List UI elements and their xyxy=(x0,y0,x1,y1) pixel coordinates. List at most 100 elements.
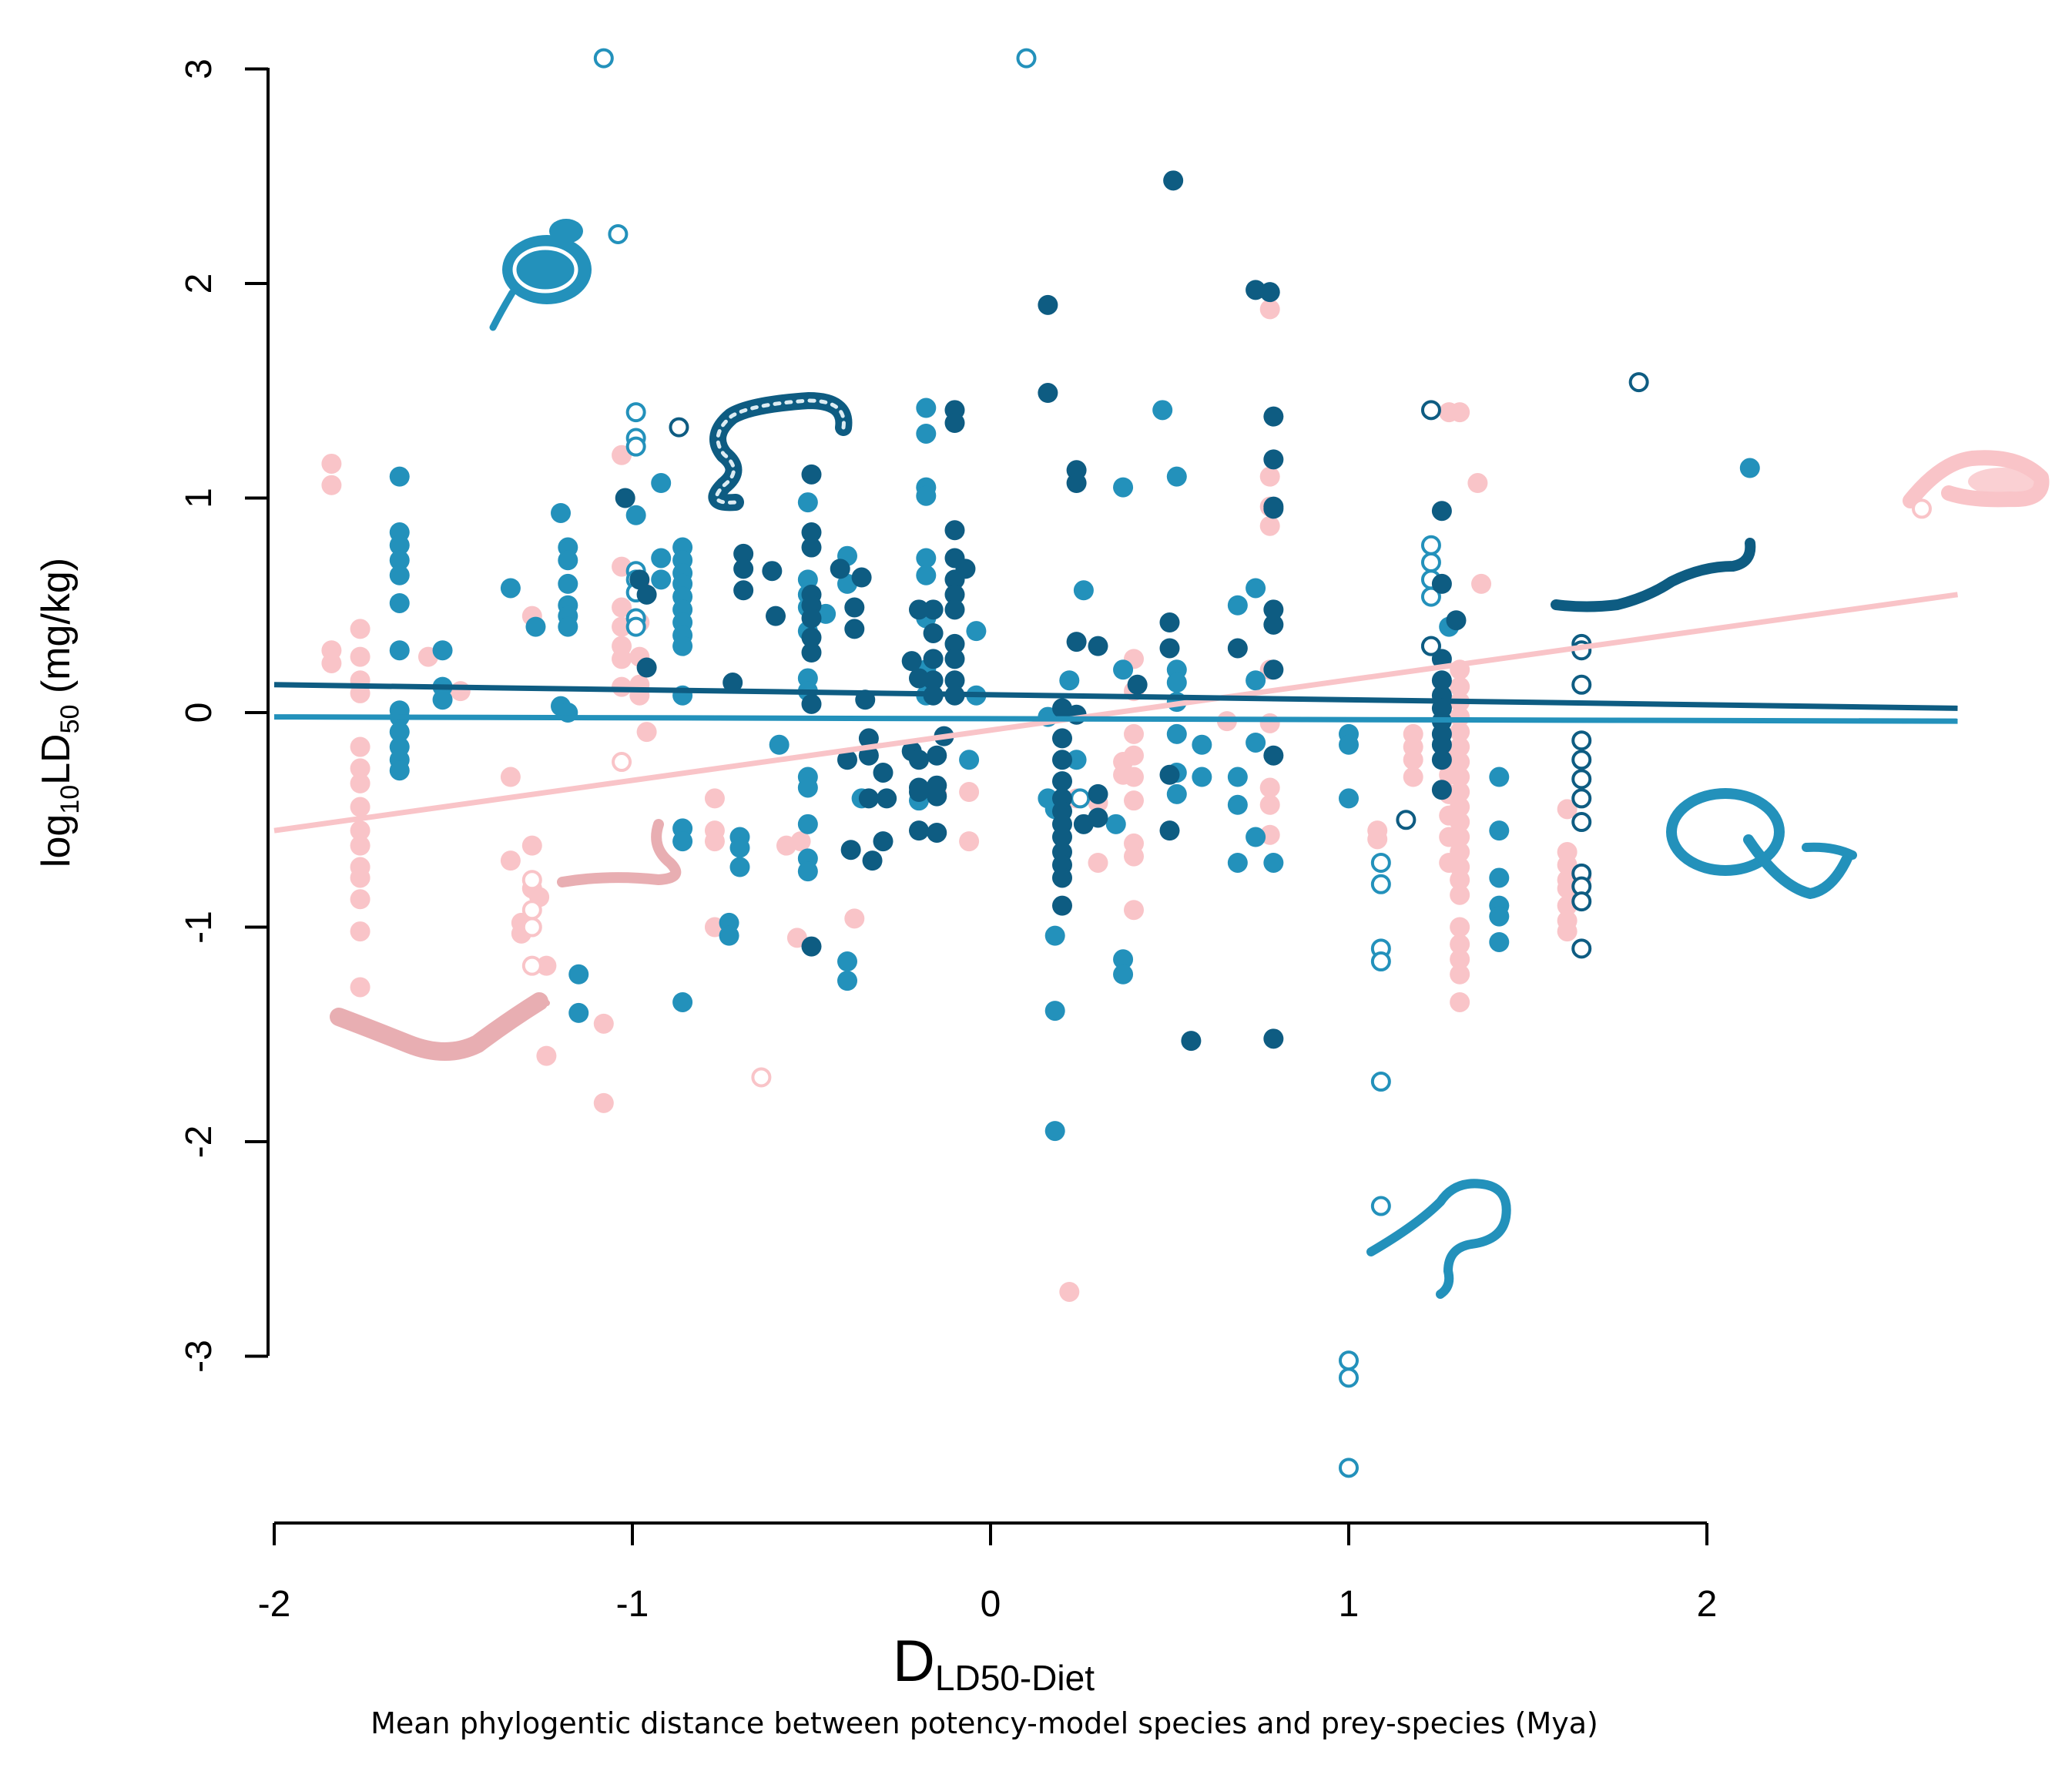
point-mid_blue xyxy=(916,423,937,444)
point-pink xyxy=(612,649,632,669)
hollow-point-pink xyxy=(521,870,542,891)
hollow-point-mid_blue xyxy=(608,223,629,244)
point-dark_blue xyxy=(1431,670,1452,691)
point-dark_blue xyxy=(862,850,883,871)
point-pink xyxy=(1259,794,1280,815)
point-dark_blue xyxy=(1431,734,1452,755)
point-pink xyxy=(1450,827,1470,847)
point-pink xyxy=(1124,846,1144,867)
point-pink xyxy=(1450,991,1470,1012)
point-pink xyxy=(1450,870,1470,891)
point-pink xyxy=(321,475,342,495)
y-ticks: -3 -2 -1 0 1 2 3 xyxy=(179,59,268,1373)
point-dark_blue xyxy=(1263,449,1284,470)
point-pink xyxy=(704,788,725,809)
point-dark_blue xyxy=(1066,632,1087,652)
point-dark_blue xyxy=(1052,827,1072,847)
hollow-point-mid_blue xyxy=(1370,1196,1391,1216)
hollow-point-dark_blue xyxy=(1396,810,1417,830)
pink-small-snake-icon xyxy=(557,819,682,887)
hollow-point-mid_blue xyxy=(1070,788,1091,809)
point-dark_blue xyxy=(927,786,947,807)
point-mid_blue xyxy=(1489,906,1510,927)
point-mid_blue xyxy=(1044,1121,1065,1142)
point-mid_blue xyxy=(1246,670,1266,691)
point-dark_blue xyxy=(1431,750,1452,770)
snake-silhouettes xyxy=(330,219,2050,1299)
point-dark_blue xyxy=(837,750,857,770)
point-pink xyxy=(593,1013,614,1034)
point-dark_blue xyxy=(1052,895,1072,916)
s-shaped-snake-icon xyxy=(708,392,853,512)
point-pink xyxy=(1124,745,1144,766)
point-mid_blue xyxy=(1113,477,1134,498)
y-axis-title-tail: (mg/kg) xyxy=(34,558,79,705)
point-mid_blue xyxy=(1489,867,1510,888)
point-pink xyxy=(1450,767,1470,787)
hollow-point-pink xyxy=(612,752,632,773)
point-pink xyxy=(1450,884,1470,905)
y-tick-label: -1 xyxy=(179,911,220,944)
point-dark_blue xyxy=(1159,820,1180,841)
hollow-point-mid_blue xyxy=(593,48,614,69)
y-tick-label: -2 xyxy=(179,1126,220,1159)
point-dark_blue xyxy=(801,693,822,714)
point-dark_blue xyxy=(927,745,947,766)
point-pink xyxy=(350,758,370,779)
data-points xyxy=(321,48,1932,1478)
point-pink xyxy=(350,889,370,910)
point-dark_blue xyxy=(733,559,754,579)
point-mid_blue xyxy=(966,621,987,642)
point-mid_blue xyxy=(1166,466,1187,487)
point-mid_blue xyxy=(1489,820,1510,841)
point-dark_blue xyxy=(877,788,897,809)
point-pink xyxy=(500,767,521,787)
regression-line-mid_blue xyxy=(273,714,1958,724)
point-dark_blue xyxy=(1038,294,1058,315)
point-mid_blue xyxy=(1739,458,1760,478)
point-dark_blue xyxy=(733,543,754,564)
point-mid_blue xyxy=(651,473,672,494)
point-mid_blue xyxy=(389,535,410,555)
point-mid_blue xyxy=(389,760,410,781)
point-mid_blue xyxy=(1166,673,1187,693)
point-dark_blue xyxy=(927,822,947,843)
point-mid_blue xyxy=(500,578,521,599)
long-thin-snake-icon xyxy=(1551,538,1756,612)
point-pink xyxy=(350,773,370,793)
point-pink xyxy=(959,782,980,803)
point-mid_blue xyxy=(389,550,410,571)
point-pink xyxy=(350,736,370,757)
point-pink xyxy=(1450,782,1470,803)
point-pink xyxy=(321,453,342,474)
y-axis-title: log10LD50 (mg/kg) xyxy=(34,558,85,867)
point-dark_blue xyxy=(1052,867,1072,888)
point-mid_blue xyxy=(1044,1001,1065,1022)
point-mid_blue xyxy=(1166,783,1187,804)
point-dark_blue xyxy=(923,670,944,691)
point-mid_blue xyxy=(837,951,857,972)
point-dark_blue xyxy=(1052,750,1072,770)
y-tick-label: 1 xyxy=(179,488,220,508)
point-mid_blue xyxy=(959,750,980,770)
hollow-point-pink xyxy=(521,900,542,921)
point-dark_blue xyxy=(851,567,872,588)
hollow-point-dark_blue xyxy=(1571,730,1592,751)
point-pink xyxy=(1450,917,1470,938)
point-pink xyxy=(1124,767,1144,787)
y-axis-title-main: log xyxy=(34,814,79,867)
point-mid_blue xyxy=(672,991,693,1012)
point-dark_blue xyxy=(944,584,965,605)
point-mid_blue xyxy=(1263,852,1284,873)
hollow-point-pink xyxy=(751,1067,772,1088)
y-tick-label: 2 xyxy=(179,273,220,294)
point-mid_blue xyxy=(389,592,410,613)
point-mid_blue xyxy=(916,485,937,506)
x-ticks: -2 -1 0 1 2 xyxy=(258,1523,1717,1625)
hollow-point-mid_blue xyxy=(1370,852,1391,873)
point-pink xyxy=(350,797,370,817)
point-dark_blue xyxy=(1127,674,1148,695)
point-dark_blue xyxy=(944,599,965,620)
y-tick-label: -3 xyxy=(179,1340,220,1373)
point-pink xyxy=(593,1092,614,1113)
